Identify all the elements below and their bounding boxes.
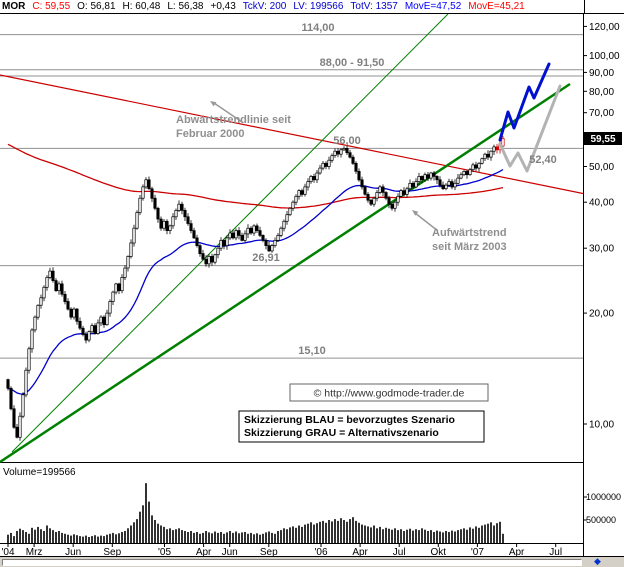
price-tick-label: 50,00 [589,162,614,173]
status-diamond-icon[interactable]: ◆ [594,556,601,566]
moving-averages [7,143,504,395]
x-tick-label: Jul [549,547,562,556]
scenario-box: Skizzierung BLAU = bevorzugtes Szenario … [238,410,485,443]
volume-tick-label: 1000000 [586,492,621,502]
x-tick-label: Apr [509,547,525,556]
ma-red [7,143,504,209]
x-tick-label: Okt [431,547,447,556]
price-tick-label: 20,00 [589,309,614,320]
resistance-label-114: 114,00 [301,22,334,34]
x-tick-label: Mrz [26,547,43,556]
quote-segment: L: 56,38 [167,1,204,12]
downtrend-label-line1: Abwärtstrendlinie seit [176,114,291,126]
x-tick-label: '06 [314,547,327,556]
quote-segment: O: 56,81 [77,1,116,12]
status-field [2,559,582,566]
support-label-15: 15,10 [298,345,326,357]
price-tick-label: 10,00 [589,420,614,431]
uptrend-label-line2: seit März 2003 [432,241,507,253]
uptrend-arrow-icon [412,210,439,232]
volume-bars [7,483,504,543]
volume-label: Volume=199566 [3,467,76,478]
current-price-text: 59,55 [590,134,615,145]
downtrend-line [0,74,583,195]
current-price-badge: 59,55 [584,132,622,145]
price-axis: 120,00100,0090,0080,0070,0060,0050,0040,… [583,22,620,431]
x-tick-label: Apr [352,547,368,556]
volume-tick-label: 500000 [586,515,616,525]
x-axis: '04 Mrz Jun Sep '05 Apr Jun Sep '06 Apr Jul Okt '07 A… [1,543,562,556]
price-tick-label: 70,00 [589,108,614,119]
quote-bar: MOR C: 59,55 O: 56,81 H: 60,48 L: 56,38 +0,43… [0,0,585,13]
chart-dynamic-layer: 120,00100,0090,0080,0070,0060,0050,0040,… [0,13,624,556]
chart-annotation-layer: 114,00 88,00 - 91,50 56,00 26,91 15,10 5… [3,22,622,478]
x-tick-label: '04 [1,547,14,556]
blue-scenario-path [498,62,551,142]
price-tick-label: 40,00 [589,198,614,209]
uptrend-line-main [0,82,571,463]
quote-segment: TckV: 200 [242,1,287,12]
scenario-target-label-52: 52,40 [529,154,557,166]
x-tick-label: Jul [393,547,406,556]
scenario-line1: Skizzierung BLAU = bevorzugtes Szenario [244,414,455,426]
price-tick-label: 30,00 [589,244,614,255]
scenario-line2: Skizzierung GRAU = Alternativszenario [244,427,439,439]
x-tick-label: Sep [260,547,278,556]
price-tick-label: 90,00 [589,68,614,79]
watermark-text: © http://www.godmode-trader.de [314,388,465,400]
quote-segment: MOR [2,1,26,12]
support-label-26: 26,91 [252,252,280,264]
quote-segment: LV: 199566 [293,1,344,12]
price-tick-label: 80,00 [589,87,614,98]
resistance-label-88-91: 88,00 - 91,50 [320,57,385,69]
x-tick-label: '07 [471,547,484,556]
quote-segment: C: 59,55 [32,1,71,12]
resistance-label-56: 56,00 [333,135,361,147]
volume-axis: 1000000 500000 [583,492,621,525]
watermark-box: © http://www.godmode-trader.de [289,383,489,402]
quote-segment: H: 60,48 [122,1,161,12]
gray-scenario-path [498,84,562,173]
x-tick-label: Apr [196,547,212,556]
downtrend-arrow-icon [210,101,243,123]
x-tick-label: Jun [222,547,238,556]
x-tick-label: Sep [103,547,121,556]
uptrend-label-line1: Aufwärtstrend [432,227,507,239]
ma-blue [7,168,504,395]
quote-segment: MovE=45,21 [468,1,525,12]
price-chart: 120,00100,0090,0080,0070,0060,0050,0040,… [0,13,624,556]
x-tick-label: '05 [158,547,171,556]
price-tick-label: 120,00 [589,22,620,33]
level-lines [0,34,583,359]
x-tick-label: Jun [65,547,81,556]
status-bar: ◆ [0,556,624,567]
quote-segment: +0,43 [210,1,236,12]
downtrend-label-line2: Februar 2000 [176,128,244,140]
quote-segment: TotV: 1357 [350,1,398,12]
price-tick-label: 100,00 [589,51,620,62]
quote-segment: MovE=47,52 [404,1,462,12]
